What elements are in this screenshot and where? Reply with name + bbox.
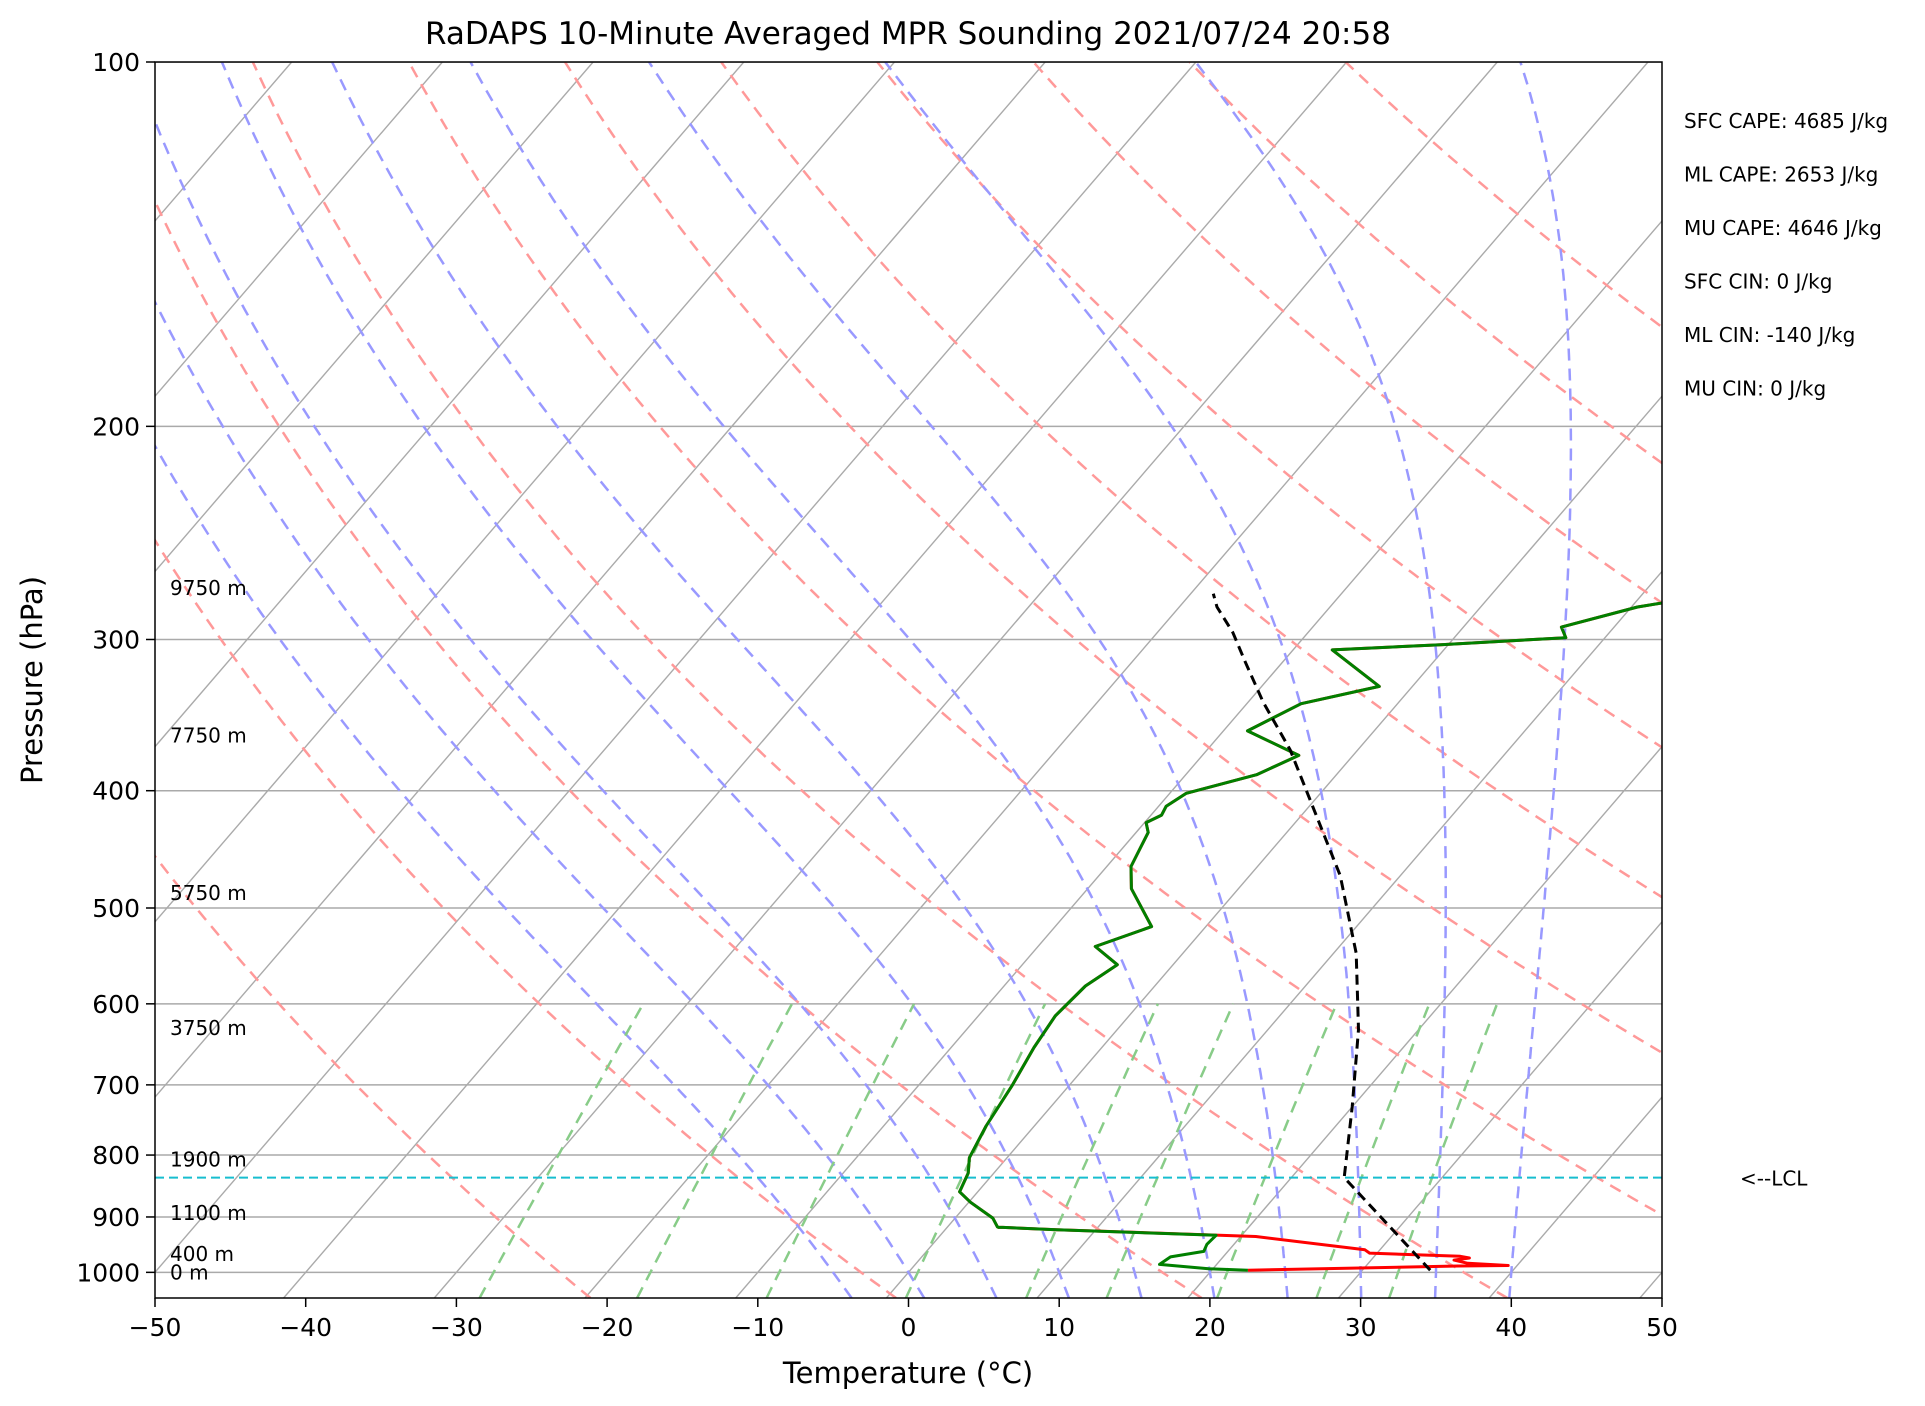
isotherm-line: [155, 62, 896, 923]
height-label: 3750 m: [170, 1016, 247, 1040]
x-axis-label: Temperature (°C): [782, 1356, 1033, 1390]
height-label: 0 m: [170, 1260, 209, 1284]
stability-index: ML CIN: -140 J/kg: [1684, 323, 1855, 347]
isotherm-line: [1337, 920, 1662, 1298]
x-tick-label: 40: [1495, 1313, 1527, 1342]
dry-adiabat: [876, 62, 1662, 749]
y-tick-label: 700: [92, 1071, 140, 1100]
isotherm-line: [1187, 745, 1662, 1298]
mixing-ratio-line: [765, 1003, 916, 1298]
y-tick-label: 800: [92, 1141, 140, 1170]
moist-adiabat: [1508, 62, 1573, 1298]
height-label: 1100 m: [170, 1201, 247, 1225]
stability-indices: SFC CAPE: 4685 J/kg ML CAPE: 2653 J/kg MU …: [1684, 109, 1888, 401]
moist-adiabat: [330, 62, 1143, 1298]
mixing-ratio-line: [478, 1003, 645, 1298]
y-axis-ticks: 100 200 300 400 500 600 700 800 900 1000: [76, 48, 155, 1287]
x-tick-label: −10: [731, 1313, 784, 1342]
isotherm-line: [1036, 570, 1662, 1298]
mixing-ratio-line: [1315, 1003, 1431, 1298]
x-tick-label: 0: [901, 1313, 917, 1342]
height-label: 7750 m: [170, 723, 247, 747]
y-tick-label: 500: [92, 894, 140, 923]
isotherm-line: [155, 62, 594, 573]
y-tick-label: 1000: [76, 1258, 140, 1287]
x-tick-label: −40: [279, 1313, 332, 1342]
height-label: 5750 m: [170, 881, 247, 905]
isotherm-line: [283, 62, 1348, 1298]
dry-adiabat: [563, 62, 1662, 1055]
isotherm-line: [155, 62, 1046, 1099]
mixing-ratio-line: [1025, 1003, 1160, 1298]
dry-adiabat: [1344, 62, 1662, 329]
stability-index: MU CAPE: 4646 J/kg: [1684, 216, 1882, 240]
dry-adiabat: [1032, 62, 1662, 605]
parcel-profile: [1211, 593, 1432, 1272]
plot-frame: [154, 61, 1663, 1299]
moist-adiabat: [469, 62, 1216, 1298]
isotherm-line: [155, 62, 443, 398]
isotherm-line: [433, 62, 1498, 1298]
moist-adiabat: [220, 62, 1071, 1298]
x-axis-ticks: −50 −40 −30 −20 −10 0 10 20 30 40 50: [129, 1298, 1678, 1342]
mixing-ratio-line: [1387, 1003, 1499, 1298]
profiles: [958, 593, 1662, 1272]
moist-adiabat: [884, 62, 1363, 1298]
dry-adiabat: [155, 538, 897, 1298]
stability-index: SFC CIN: 0 J/kg: [1684, 270, 1832, 294]
y-tick-label: 100: [92, 48, 140, 77]
mixing-ratio-line: [904, 1003, 1047, 1298]
isotherm-line: [885, 395, 1662, 1298]
moist-adiabat: [155, 443, 853, 1298]
y-tick-label: 300: [92, 625, 140, 654]
height-label: 400 m: [170, 1242, 234, 1266]
moist-adiabat: [1194, 62, 1447, 1298]
isotherm-line: [1488, 1096, 1662, 1298]
stability-index: ML CAPE: 2653 J/kg: [1684, 163, 1878, 187]
dry-adiabat: [251, 62, 1508, 1298]
dry-adiabat: [720, 62, 1662, 899]
x-tick-label: −50: [129, 1313, 182, 1342]
background-lines: [155, 62, 1662, 1298]
y-tick-label: 600: [92, 990, 140, 1019]
x-tick-label: 20: [1194, 1313, 1226, 1342]
dry-adiabat: [155, 854, 592, 1298]
dry-adiabat: [407, 62, 1662, 1217]
y-tick-label: 200: [92, 412, 140, 441]
isotherm-line: [584, 62, 1649, 1298]
x-tick-label: 10: [1043, 1313, 1075, 1342]
chart-title: RaDAPS 10-Minute Averaged MPR Sounding 2…: [425, 16, 1391, 52]
isotherm-line: [735, 219, 1662, 1298]
stability-index: SFC CAPE: 4685 J/kg: [1684, 109, 1888, 133]
moist-adiabat: [155, 299, 926, 1298]
stability-index: MU CIN: 0 J/kg: [1684, 377, 1826, 401]
moist-adiabat: [155, 118, 998, 1298]
y-tick-label: 400: [92, 777, 140, 806]
x-tick-label: −30: [430, 1313, 483, 1342]
moist-adiabat: [647, 62, 1289, 1298]
height-label: 1900 m: [170, 1148, 247, 1172]
height-label: 9750 m: [170, 576, 247, 600]
y-tick-label: 900: [92, 1203, 140, 1232]
isotherm-line: [155, 62, 745, 748]
mixing-ratio-line: [1105, 1003, 1235, 1298]
dewpoint-profile: [958, 601, 1662, 1272]
x-tick-label: 50: [1646, 1313, 1678, 1342]
isotherm-line: [1639, 1271, 1662, 1298]
x-tick-label: 30: [1345, 1313, 1377, 1342]
mixing-ratio-line: [1215, 1003, 1338, 1298]
y-axis-label: Pressure (hPa): [15, 576, 49, 784]
isotherm-line: [155, 62, 1197, 1274]
height-labels: 9750 m 7750 m 5750 m 3750 m 1900 m 1100 m 400 …: [170, 576, 247, 1284]
lcl-label: <--LCL: [1740, 1167, 1808, 1191]
x-tick-label: −20: [581, 1313, 634, 1342]
mixing-ratio-line: [635, 1003, 794, 1298]
